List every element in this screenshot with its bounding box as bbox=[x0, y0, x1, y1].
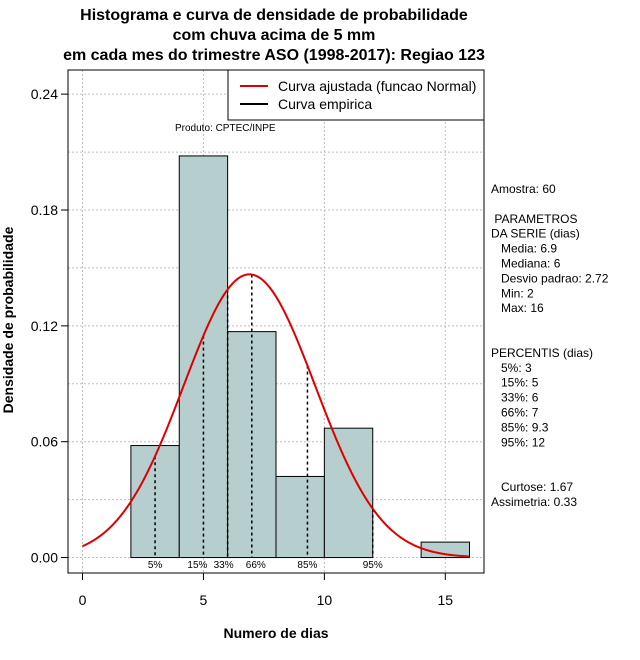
stats-line: 85%: 9.3 bbox=[491, 420, 549, 434]
histogram-bar bbox=[323, 427, 374, 559]
stats-line: Max: 16 bbox=[491, 301, 544, 315]
stats-line: Mediana: 6 bbox=[491, 257, 561, 271]
stats-line: 15%: 5 bbox=[491, 376, 539, 390]
percentile-label: 15% bbox=[187, 560, 207, 571]
stats-line: 66%: 7 bbox=[491, 406, 539, 420]
histogram-bar bbox=[275, 475, 325, 559]
percentile-label: 85% bbox=[297, 560, 317, 571]
legend-label: Curva ajustada (funcao Normal) bbox=[278, 78, 476, 94]
x-tick-label: 10 bbox=[317, 592, 333, 608]
stats-line: DA SERIE (dias) bbox=[491, 227, 580, 241]
stats-line: 33%: 6 bbox=[491, 391, 539, 405]
x-tick-label: 15 bbox=[438, 592, 454, 608]
histogram-bars bbox=[130, 155, 470, 559]
histogram-bar bbox=[420, 541, 470, 559]
stats-line: 5%: 3 bbox=[491, 361, 532, 375]
title-line: em cada mes do trimestre ASO (1998-2017)… bbox=[63, 47, 485, 64]
x-tick-label: 0 bbox=[79, 592, 87, 608]
percentile-label: 95% bbox=[363, 560, 383, 571]
stats-line: Desvio padrao: 2.72 bbox=[491, 271, 609, 285]
percentile-label: 33% bbox=[214, 560, 234, 571]
stats-line: Assimetria: 0.33 bbox=[491, 495, 577, 509]
histogram-bar bbox=[178, 155, 229, 559]
stats-line: PARAMETROS bbox=[491, 212, 577, 226]
product-annotation: Produto: CPTEC/INPE bbox=[175, 123, 276, 134]
legend: Curva ajustada (funcao Normal) Curva empi… bbox=[227, 69, 485, 121]
stats-line: 95%: 12 bbox=[491, 435, 545, 449]
legend-label: Curva empirica bbox=[278, 96, 372, 112]
y-tick-label: 0.12 bbox=[31, 318, 58, 334]
normal-curve-path bbox=[82, 273, 470, 558]
stats-line: Media: 6.9 bbox=[491, 242, 557, 256]
axes: 0 5 10 15 0.00 0.06 0.12 0.18 0.24 bbox=[31, 86, 454, 608]
normal-curve bbox=[82, 273, 470, 558]
y-tick-label: 0.24 bbox=[31, 86, 58, 102]
stats-line: Curtose: 1.67 bbox=[491, 480, 573, 494]
percentile-label: 66% bbox=[246, 560, 266, 571]
x-axis-title: Numero de dias bbox=[223, 625, 328, 641]
y-tick-label: 0.00 bbox=[31, 550, 58, 566]
title-line: Histograma e curva de densidade de proba… bbox=[80, 7, 468, 24]
percentile-lines bbox=[154, 274, 374, 558]
stats-line: Amostra: 60 bbox=[491, 182, 556, 196]
stats-line: PERCENTIS (dias) bbox=[491, 346, 593, 360]
title-line: com chuva acima de 5 mm bbox=[173, 27, 376, 44]
y-tick-label: 0.06 bbox=[31, 434, 58, 450]
y-axis-title: Densidade de probabilidade bbox=[0, 226, 16, 413]
legend-box bbox=[227, 69, 485, 121]
stats-line: Min: 2 bbox=[491, 286, 534, 300]
x-tick-label: 5 bbox=[200, 592, 208, 608]
chart-title: Histograma e curva de densidade de proba… bbox=[63, 7, 485, 64]
percentile-labels: 5% 15% 33% 66% 85% 95% bbox=[148, 560, 383, 571]
percentile-label: 5% bbox=[148, 560, 163, 571]
y-tick-label: 0.18 bbox=[31, 202, 58, 218]
